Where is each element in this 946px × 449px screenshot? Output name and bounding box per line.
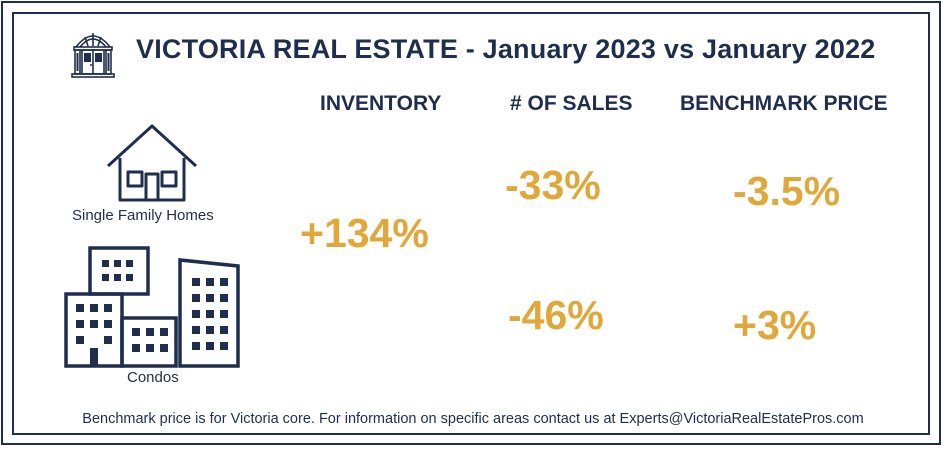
footer-note: Benchmark price is for Victoria core. Fo…	[82, 411, 864, 427]
category-label-single-family: Single Family Homes	[72, 207, 214, 224]
column-heading-sales: # OF SALES	[510, 92, 633, 115]
single-family-benchmark-change: -3.5%	[733, 168, 841, 214]
single-family-sales-change: -33%	[505, 162, 601, 208]
column-heading-inventory: INVENTORY	[320, 92, 442, 115]
buildings-icon	[64, 246, 240, 368]
column-heading-benchmark: BENCHMARK PRICE	[680, 92, 888, 115]
inner-border	[12, 12, 930, 435]
condos-sales-change: -46%	[508, 292, 604, 338]
house-icon	[106, 124, 198, 202]
doorway-icon	[71, 33, 115, 78]
category-label-condos: Condos	[127, 369, 179, 386]
inventory-change-value: +134%	[300, 210, 429, 256]
condos-benchmark-change: +3%	[733, 302, 817, 348]
page-title: VICTORIA REAL ESTATE - January 2023 vs J…	[136, 34, 876, 64]
